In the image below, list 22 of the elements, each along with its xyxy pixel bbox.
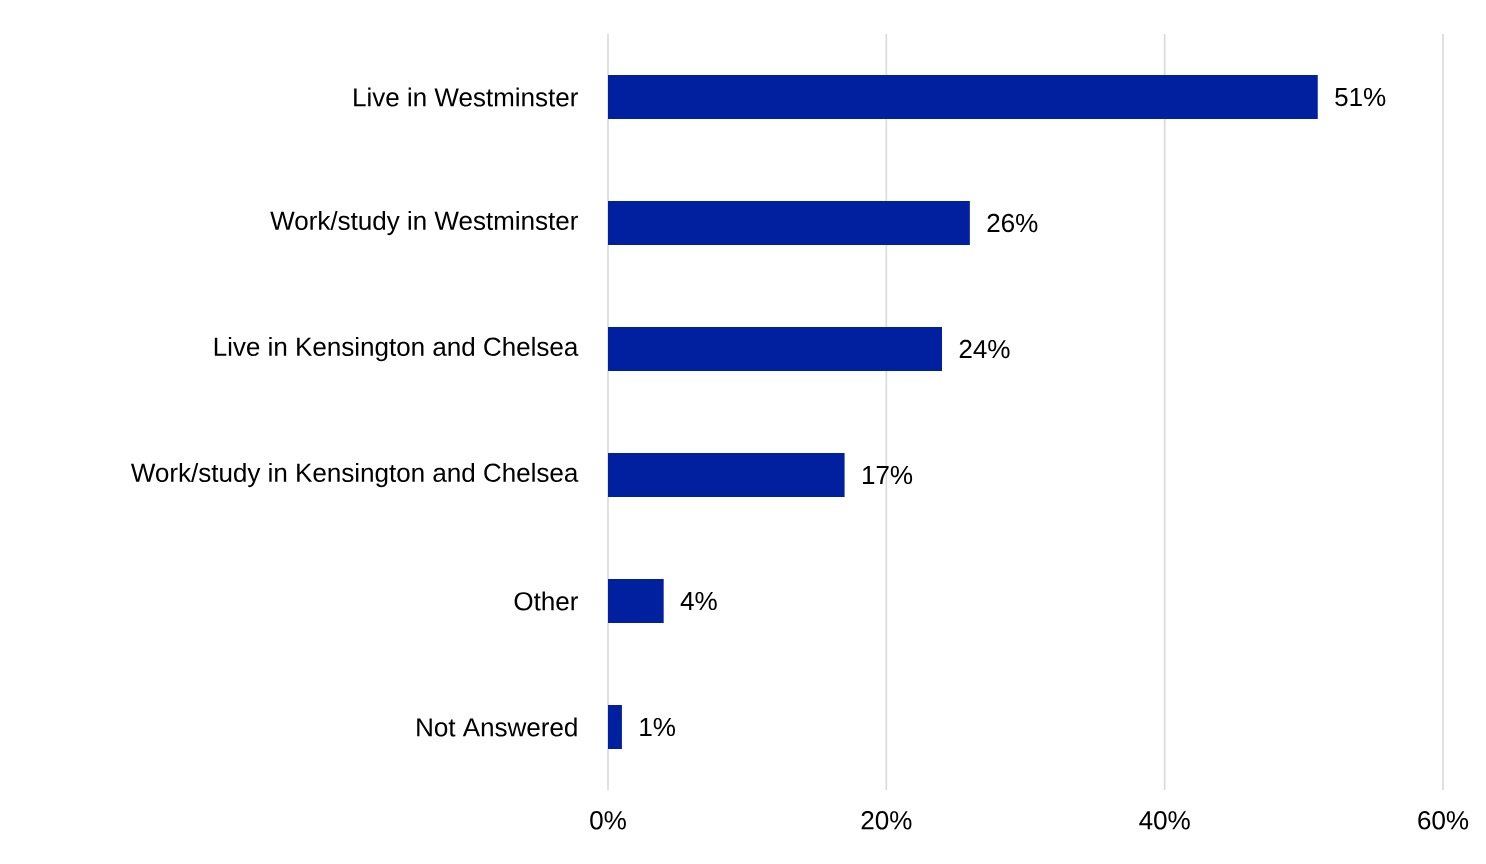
data-label: 51% — [1335, 87, 1386, 107]
data-label: 26% — [987, 213, 1038, 233]
data-label: 4% — [680, 591, 717, 611]
bar — [608, 453, 845, 498]
bar — [608, 579, 664, 624]
bar — [608, 705, 622, 750]
bar — [608, 201, 970, 246]
bar — [608, 327, 943, 372]
data-label: 1% — [640, 717, 675, 737]
x-tick-label: 40% — [1139, 811, 1190, 830]
bar — [608, 75, 1318, 120]
x-tick-label: 20% — [861, 811, 912, 830]
x-tick-label: 0% — [590, 811, 626, 830]
y-tick-label: Work/study in Westminster — [270, 210, 578, 236]
y-tick-label: Not Answered — [417, 717, 577, 737]
data-label: 17% — [862, 465, 913, 485]
data-label: 24% — [959, 339, 1010, 359]
y-tick-label: Work/study in Kensington and Chelsea — [130, 462, 579, 488]
y-tick-label: Other — [514, 591, 578, 611]
y-tick-label: Live in Kensington and Chelsea — [214, 336, 579, 362]
x-tick-label: 60% — [1418, 811, 1469, 830]
y-tick-label: Live in Westminster — [354, 87, 578, 107]
